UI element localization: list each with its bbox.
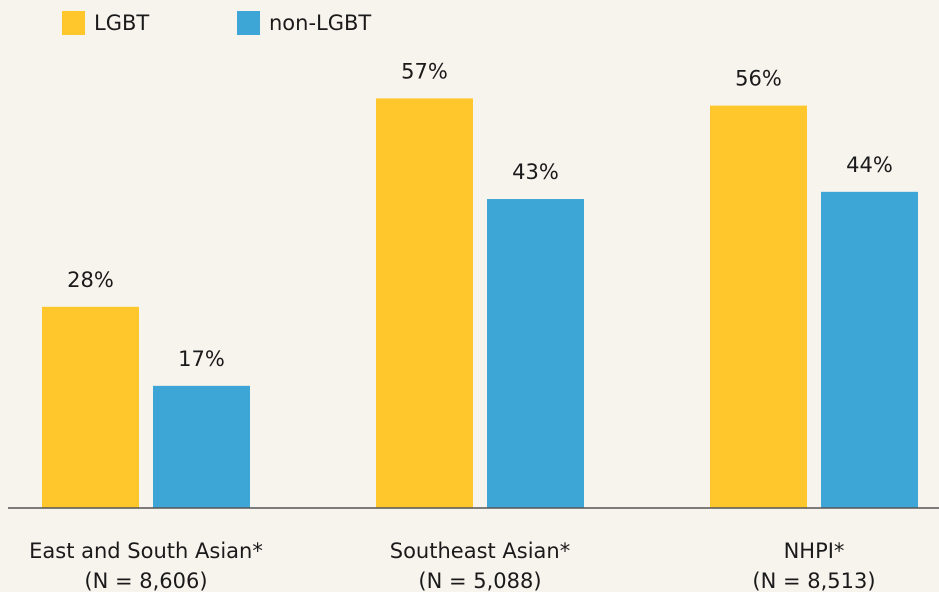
value-label: 44% [846,153,893,177]
legend-swatch [237,11,260,35]
bar [821,191,918,509]
x-tick-label: NHPI* [784,539,845,563]
value-label: 17% [178,347,225,371]
x-tick-label: East and South Asian* [29,539,263,563]
legend-swatch [62,11,85,35]
bar [487,199,584,508]
bar [376,98,473,509]
bar [710,105,807,508]
x-tick-label: (N = 8,513) [752,569,875,592]
bar [42,306,139,508]
value-label: 56% [735,67,782,91]
value-label: 43% [512,160,559,184]
value-label: 57% [401,59,448,83]
x-tick-label: (N = 5,088) [418,569,541,592]
bar [153,385,250,508]
x-tick-label: Southeast Asian* [390,539,571,563]
value-label: 28% [67,268,114,292]
legend-label: non-LGBT [269,11,371,35]
x-tick-label: (N = 8,606) [84,569,207,592]
legend-label: LGBT [94,11,149,35]
